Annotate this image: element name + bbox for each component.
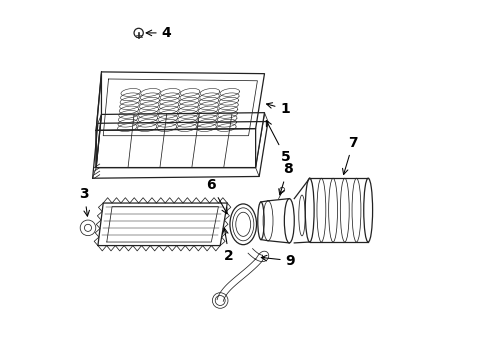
Text: 5: 5 xyxy=(267,121,290,164)
Text: 3: 3 xyxy=(79,187,90,216)
Text: 7: 7 xyxy=(343,136,358,175)
Text: 8: 8 xyxy=(279,162,293,195)
Text: 9: 9 xyxy=(261,253,295,267)
Text: 6: 6 xyxy=(206,179,227,214)
Text: 2: 2 xyxy=(222,228,234,263)
Text: 1: 1 xyxy=(267,102,290,116)
Text: 4: 4 xyxy=(146,26,171,40)
